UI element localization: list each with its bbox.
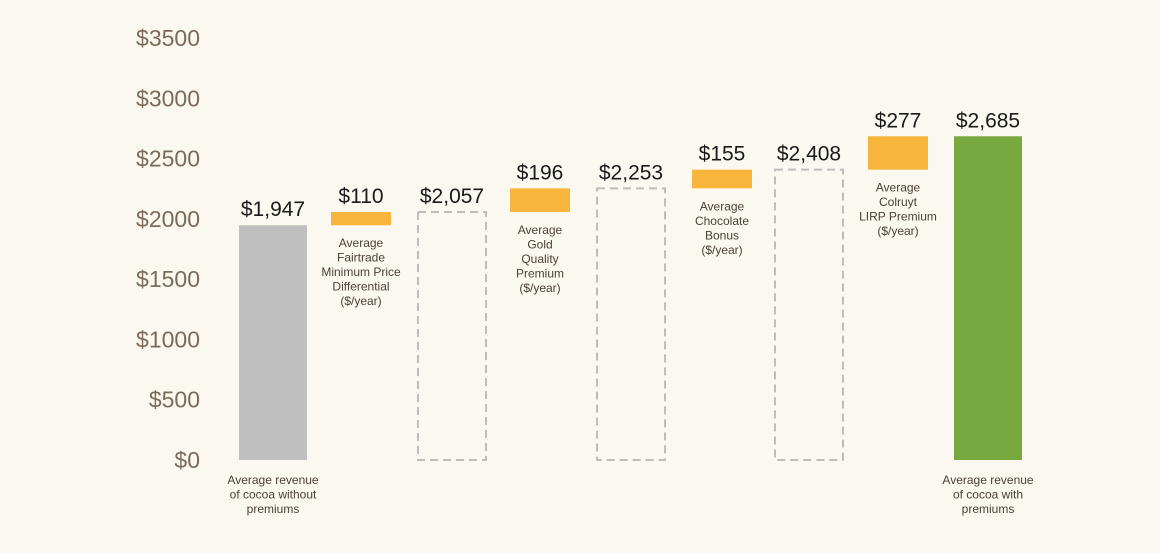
y-tick-label: $500 xyxy=(149,387,200,413)
increment-bar xyxy=(868,136,928,170)
bar-value-label: $1,947 xyxy=(241,198,305,221)
bar-value-label: $2,685 xyxy=(956,109,1020,132)
bar-value-label: $2,253 xyxy=(599,161,663,184)
bar-description-line: ($/year) xyxy=(877,224,918,238)
bar-description-line: Average revenue xyxy=(227,473,319,487)
final-total-bar xyxy=(954,136,1022,460)
bar-description-line: Fairtrade xyxy=(337,251,385,265)
bar-description-line: Average xyxy=(876,181,921,195)
bar-description-line: of cocoa without xyxy=(230,488,317,502)
bar-description-line: Average xyxy=(339,236,384,250)
increment-bar xyxy=(692,169,752,189)
value-labels: $1,947 $110 $2,057 $196 $2,253 $155 $2,408 $277… xyxy=(241,109,1020,221)
y-tick-label: $3500 xyxy=(136,25,200,51)
y-tick-label: $2000 xyxy=(136,206,200,232)
bar-description-line: Average xyxy=(700,199,745,213)
bar-value-label: $2,408 xyxy=(777,143,841,166)
bar-description-line: Average revenue xyxy=(942,473,1034,487)
bar-description-line: Premium xyxy=(516,266,564,280)
subtotal-bar xyxy=(417,210,487,461)
y-tick-label: $0 xyxy=(174,447,200,473)
bar-value-label: $155 xyxy=(699,143,746,166)
y-tick-label: $1000 xyxy=(136,326,200,352)
bar-value-label: $110 xyxy=(338,185,383,208)
bar-description-line: premiums xyxy=(247,502,300,516)
bar-description-line: Average xyxy=(518,223,563,237)
bar-description-line: Differential xyxy=(332,280,389,294)
bar-description-line: Colruyt xyxy=(879,195,918,209)
bar-description-line: Chocolate xyxy=(695,214,749,228)
bar-description-line: Gold xyxy=(527,237,552,251)
bar-description-line: Bonus xyxy=(705,228,739,242)
bar-description-line: Quality xyxy=(521,252,558,266)
subtotal-bar xyxy=(774,168,844,461)
y-axis: $0 $500 $1000 $1500 $2000 $2500 $3000 $3500 xyxy=(136,25,200,473)
bar-description-line: LIRP Premium xyxy=(859,210,937,224)
bar-description-line: Minimum Price xyxy=(321,265,401,279)
starting-total-bar xyxy=(239,225,307,460)
y-tick-label: $3000 xyxy=(136,85,200,111)
bar-value-label: $196 xyxy=(517,161,564,184)
y-tick-label: $1500 xyxy=(136,266,200,292)
subtotal-bar xyxy=(596,187,666,461)
bar-value-label: $277 xyxy=(875,109,922,132)
bar-description-line: of cocoa with xyxy=(953,488,1023,502)
bar-description-line: ($/year) xyxy=(519,281,560,295)
increment-bar xyxy=(331,211,391,226)
bar-description-line: ($/year) xyxy=(701,243,742,257)
y-tick-label: $2500 xyxy=(136,146,200,172)
bars xyxy=(239,136,1022,461)
bar-description-line: ($/year) xyxy=(340,294,381,308)
bar-description-line: premiums xyxy=(962,502,1015,516)
bar-value-label: $2,057 xyxy=(420,185,484,208)
increment-bar xyxy=(510,188,570,212)
